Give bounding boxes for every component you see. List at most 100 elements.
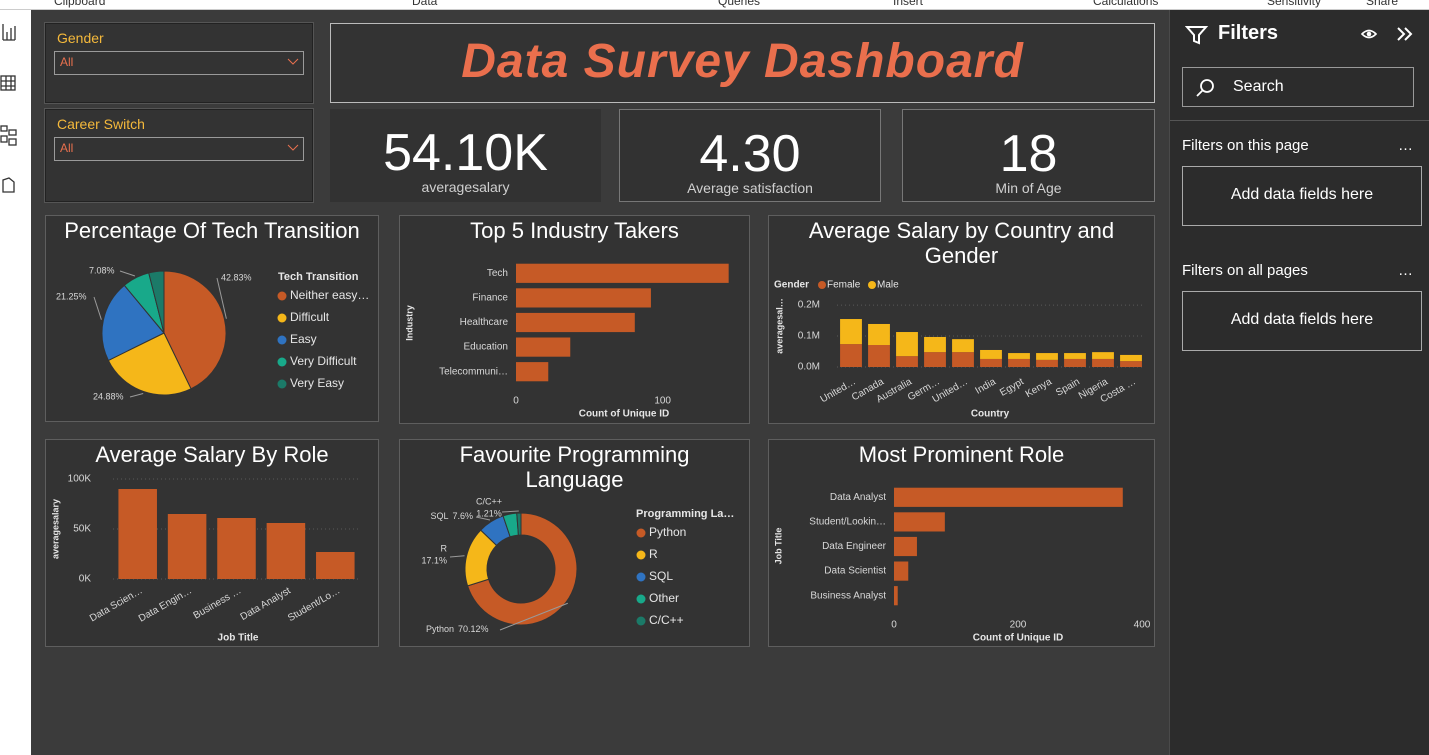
- bar: [266, 523, 306, 579]
- legend-swatch: [868, 281, 876, 289]
- bar: [980, 349, 1002, 359]
- data-label: 24.88%: [93, 391, 124, 401]
- data-label: 17.1%: [421, 555, 447, 565]
- legend-label: Easy: [290, 332, 317, 346]
- table-view-icon[interactable]: [0, 75, 16, 91]
- legend-label: Female: [827, 280, 861, 291]
- data-label: 7.08%: [89, 265, 115, 275]
- bar: [1036, 353, 1058, 360]
- divider: [1170, 120, 1429, 121]
- kpi-value: 18: [999, 125, 1058, 183]
- y-tick-label: Finance: [472, 293, 508, 304]
- drop-zone[interactable]: Add data fields here: [1182, 291, 1422, 351]
- y-tick-label: 100K: [68, 474, 92, 485]
- bar: [1008, 358, 1030, 367]
- y-tick-label: Data Engineer: [822, 541, 887, 552]
- y-tick-label: 0.1M: [798, 331, 820, 342]
- kpi-card: 18 Min of Age: [902, 109, 1155, 202]
- dax-view-icon[interactable]: [2, 177, 15, 193]
- bar: [167, 514, 207, 579]
- kpi-value: 4.30: [699, 125, 801, 183]
- slicer[interactable]: Gender All: [45, 23, 313, 103]
- data-label: 1.21%: [476, 508, 502, 518]
- leader-line: [216, 277, 227, 319]
- kpi-label: Average satisfaction: [687, 180, 813, 196]
- legend-label: Difficult: [290, 310, 330, 324]
- bar: [1064, 358, 1086, 367]
- filter-icon: [1185, 26, 1209, 45]
- bar: [516, 362, 549, 382]
- bar: [1092, 352, 1114, 359]
- donut-slice: [516, 512, 522, 536]
- bar: [896, 356, 918, 367]
- model-view-icon[interactable]: [0, 125, 17, 146]
- title-card: Data Survey Dashboard: [330, 23, 1155, 103]
- legend-label: R: [649, 547, 658, 561]
- leader-line: [501, 510, 519, 513]
- more-button[interactable]: …: [1398, 262, 1413, 279]
- legend-title: Gender: [774, 280, 809, 291]
- bar: [924, 336, 946, 353]
- x-tick-label: 0: [513, 396, 519, 407]
- bar: [894, 487, 1123, 507]
- pie-slice: [163, 270, 227, 390]
- slicer[interactable]: Career Switch All: [45, 109, 313, 202]
- leader-line: [475, 516, 491, 521]
- chart-plot: 0.0M0.1M0.2MUnited…CanadaAustraliaGerm…U…: [774, 280, 1145, 420]
- pane-buttons[interactable]: [1360, 26, 1416, 44]
- data-label: Python 70.12%: [426, 624, 489, 634]
- y-tick-label: Tech: [487, 268, 508, 279]
- more-button[interactable]: …: [1398, 137, 1413, 154]
- dashboard-title: Data Survey Dashboard: [461, 35, 1024, 88]
- bar: [894, 586, 898, 606]
- y-axis-title: Industry: [404, 305, 414, 341]
- legend-swatch: [636, 550, 646, 560]
- y-tick-label: 0.0M: [798, 362, 820, 373]
- donut-slice: [466, 512, 578, 626]
- slicer-dropdown[interactable]: All: [54, 137, 304, 161]
- bar: [1120, 354, 1142, 362]
- x-tick-label: Data Analyst: [239, 585, 293, 623]
- chart-plot: 0 100 Tech Finance Healthcare Education Teleco…: [404, 263, 729, 420]
- chevron: [287, 58, 299, 65]
- filters-pane: Filters Search Filters on this page … Ad…: [1169, 10, 1429, 755]
- section-title: Filters on this page: [1182, 137, 1309, 154]
- report-view-icon[interactable]: [2, 24, 16, 41]
- bar: [118, 489, 157, 579]
- bar: [840, 319, 862, 345]
- kpi-card: 54.10K averagesalary: [330, 109, 601, 202]
- bar: [868, 345, 890, 367]
- x-axis-title: Country: [971, 409, 1010, 420]
- leader-line: [449, 555, 465, 558]
- legend-label: Neither easy…: [290, 288, 369, 302]
- bar: [316, 552, 355, 579]
- data-label-value: 7.6%: [452, 511, 473, 521]
- ribbon-group: Insert: [893, 0, 924, 8]
- x-tick-label: India: [974, 376, 999, 397]
- bar: [1120, 361, 1142, 367]
- drop-zone[interactable]: Add data fields here: [1182, 166, 1422, 226]
- ribbon-group: Queries: [718, 0, 761, 8]
- slicer-dropdown[interactable]: All: [54, 51, 304, 75]
- bar: [894, 512, 945, 532]
- ribbon-group: Clipboard: [54, 0, 106, 8]
- chart-title: Average Salary by Country and Gender: [808, 218, 1115, 268]
- chart-title: Favourite Programming Language: [459, 442, 690, 492]
- y-tick-label: 0.2M: [798, 300, 820, 311]
- legend-swatch: [277, 357, 287, 367]
- chart-title: Top 5 Industry Takers: [470, 218, 679, 243]
- chevron: [287, 144, 299, 151]
- leader-line: [129, 393, 144, 398]
- ribbon-group: Sensitivity: [1267, 0, 1322, 8]
- kpi-label: Min of Age: [995, 180, 1062, 196]
- bar: [980, 358, 1002, 367]
- slicer-value: All: [60, 141, 74, 155]
- bar: [1092, 358, 1114, 367]
- chart-panel: Average Salary By Role 0K 50K 100K Data Scie…: [45, 439, 379, 647]
- bar: [894, 561, 909, 581]
- x-tick-label: Data Scien…: [88, 585, 145, 624]
- search-box[interactable]: Search: [1182, 67, 1414, 107]
- leader-line: [93, 296, 102, 320]
- y-tick-label: Business Analyst: [810, 590, 886, 601]
- legend-swatch: [636, 572, 646, 582]
